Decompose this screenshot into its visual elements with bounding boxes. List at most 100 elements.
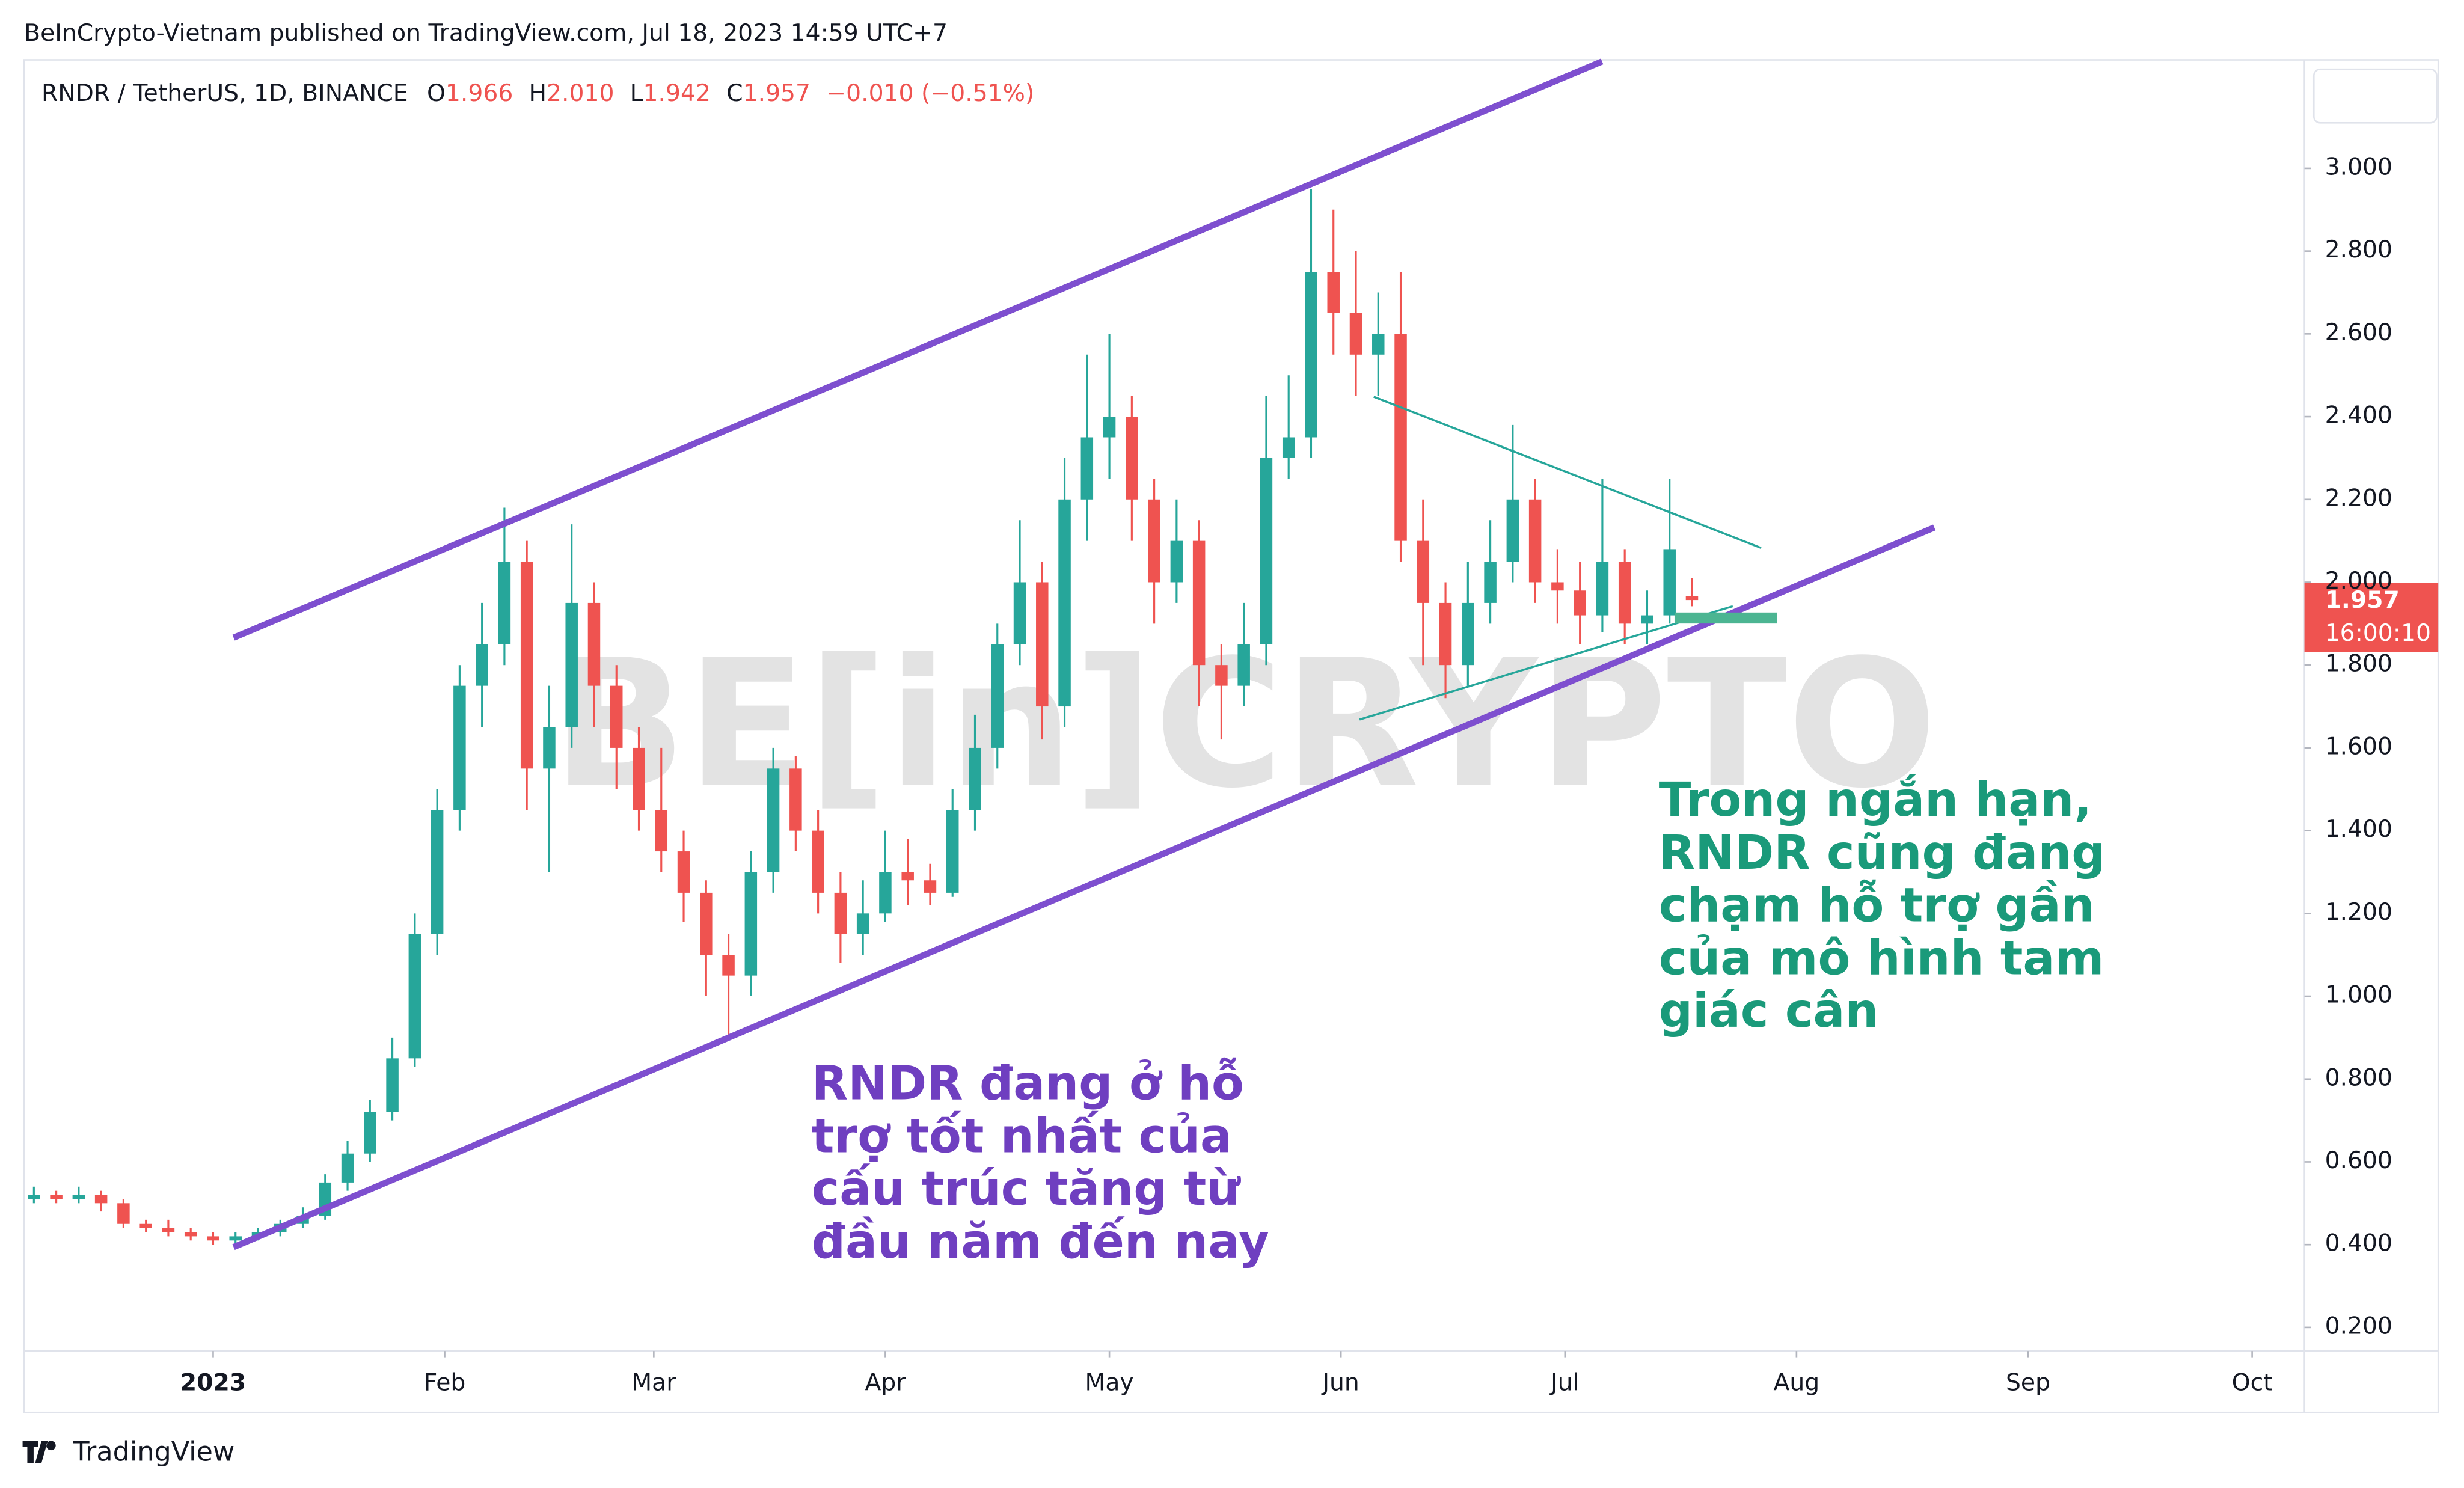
- x-tick-label: May: [1085, 1370, 1133, 1397]
- ohlc-name: H: [529, 80, 547, 107]
- annotation-line: trợ tốt nhất của: [812, 1108, 1232, 1163]
- candle-body: [1551, 582, 1564, 591]
- candle-body: [543, 727, 556, 769]
- legend: RNDR / TetherUS, 1D, BINANCE O1.966 H2.010…: [41, 80, 1034, 107]
- y-tick-label: 0.800: [2325, 1064, 2392, 1091]
- y-tick-label: 2.600: [2325, 319, 2392, 346]
- candle-body: [1528, 499, 1542, 583]
- candle-body: [364, 1112, 376, 1154]
- candle-body: [834, 892, 847, 934]
- candle-body: [1080, 437, 1094, 500]
- candle-body: [50, 1195, 63, 1199]
- y-tick-label: 2.400: [2325, 402, 2392, 429]
- candle-body: [655, 810, 668, 852]
- y-tick-label: 3.000: [2325, 153, 2392, 180]
- footer-brand: TradingView: [72, 1436, 234, 1467]
- annotation-line: chạm hỗ trợ gần: [1659, 878, 2095, 933]
- candle-body: [498, 562, 511, 644]
- candle-body: [744, 872, 758, 976]
- candle-body: [1036, 582, 1049, 707]
- candle-body: [1058, 499, 1071, 707]
- candle-body: [677, 851, 690, 893]
- y-tick-label: 0.400: [2325, 1230, 2392, 1257]
- y-tick-label: 2.000: [2325, 568, 2392, 595]
- y-tick-label: 1.400: [2325, 816, 2392, 843]
- channel-lower: [232, 524, 1936, 1251]
- y-tick-label: 2.800: [2325, 236, 2392, 263]
- candle-body: [1148, 499, 1160, 583]
- candle-body: [1663, 549, 1676, 616]
- candle-body: [1641, 615, 1653, 624]
- candle-body: [610, 685, 623, 748]
- chart-frame: [23, 59, 2439, 1413]
- candle-body: [856, 913, 869, 934]
- x-tick-label: 2023: [180, 1370, 246, 1397]
- scale-button[interactable]: [2312, 68, 2438, 124]
- candle-body: [184, 1232, 197, 1237]
- candle-body: [453, 685, 466, 810]
- candle-body: [1013, 582, 1026, 644]
- annotation-line: của mô hình tam: [1659, 930, 2104, 985]
- candle-body: [722, 955, 735, 976]
- price-badge: [2304, 583, 2439, 652]
- candle-body: [207, 1236, 219, 1241]
- y-tick-label: 1.000: [2325, 982, 2392, 1009]
- candle-body: [341, 1153, 354, 1183]
- y-tick-label: 0.200: [2325, 1312, 2392, 1340]
- candle-body: [1192, 540, 1206, 666]
- candle-body: [1394, 334, 1407, 541]
- ohlc-value: 1.942: [643, 80, 711, 107]
- candle-body: [476, 644, 488, 686]
- annotation-line: Trong ngắn hạn,: [1659, 772, 2092, 827]
- candle-body: [879, 872, 892, 914]
- y-tick-label: 1.200: [2325, 899, 2392, 926]
- y-tick-label: 1.800: [2325, 651, 2392, 678]
- candle-body: [520, 562, 533, 769]
- channel-upper: [232, 58, 1604, 641]
- x-tick-label: Sep: [2006, 1370, 2050, 1397]
- candle-body: [1417, 540, 1430, 603]
- annotation-line: RNDR đang ở hỗ: [812, 1056, 1244, 1111]
- x-tick-label: Oct: [2232, 1370, 2273, 1397]
- candle-body: [1618, 562, 1631, 624]
- candle-body: [1596, 562, 1609, 616]
- candle-body: [1305, 272, 1317, 438]
- legend-text: RNDR / TetherUS, 1D, BINANCE O1.966 H2.010…: [41, 80, 1034, 107]
- tradingview-logo: TradingView: [22, 1436, 234, 1467]
- candle-body: [229, 1236, 242, 1241]
- candle-body: [700, 892, 713, 955]
- support-zone: [1674, 612, 1777, 624]
- ohlc-value: 2.010: [547, 80, 614, 107]
- triangle-upper: [1373, 396, 1762, 550]
- candle-body: [946, 810, 959, 893]
- ohlc-name: C: [726, 80, 743, 107]
- candle-body: [633, 747, 645, 810]
- ohlc-name: L: [630, 80, 643, 107]
- annotation-line: RNDR cũng đang: [1659, 825, 2106, 880]
- x-tick-label: Feb: [424, 1370, 466, 1397]
- y-tick-label: 0.600: [2325, 1147, 2392, 1174]
- candle-body: [1103, 417, 1116, 438]
- candle-body: [1126, 417, 1138, 500]
- ohlc-name: O: [427, 80, 446, 107]
- candle-body: [1484, 562, 1497, 603]
- triangle-lower: [1359, 605, 1733, 721]
- x-tick-label: Aug: [1774, 1370, 1820, 1397]
- candle-body: [565, 602, 578, 727]
- ohlc-value: 1.957: [743, 80, 811, 107]
- plot: [28, 167, 2311, 1358]
- x-tick-label: Jul: [1549, 1370, 1579, 1397]
- candle-body: [431, 810, 444, 934]
- candle-body: [94, 1195, 108, 1204]
- candle-body: [1685, 596, 1699, 601]
- candle-body: [1372, 334, 1385, 355]
- candle-body: [924, 880, 937, 893]
- candle-body: [1574, 590, 1586, 616]
- candle-body: [72, 1195, 85, 1199]
- y-tick-label: 2.200: [2325, 485, 2392, 512]
- x-tick-label: Apr: [865, 1370, 906, 1397]
- candle-body: [162, 1228, 175, 1232]
